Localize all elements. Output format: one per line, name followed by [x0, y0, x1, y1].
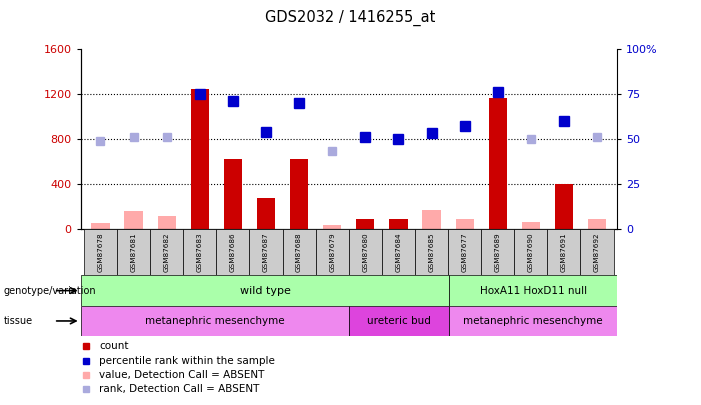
Text: GSM87682: GSM87682: [163, 232, 170, 272]
Text: GSM87685: GSM87685: [428, 232, 435, 272]
Bar: [323, 225, 341, 229]
Text: GSM87678: GSM87678: [97, 232, 104, 272]
Text: GSM87681: GSM87681: [130, 232, 137, 272]
Bar: [217, 229, 250, 275]
Text: GSM87691: GSM87691: [561, 232, 567, 272]
Text: GSM87687: GSM87687: [263, 232, 269, 272]
Text: rank, Detection Call = ABSENT: rank, Detection Call = ABSENT: [100, 384, 260, 394]
Text: tissue: tissue: [4, 316, 33, 326]
Bar: [588, 219, 606, 229]
Bar: [257, 198, 275, 229]
Text: GSM87690: GSM87690: [528, 232, 534, 272]
Text: metanephric mesenchyme: metanephric mesenchyme: [463, 316, 603, 326]
Text: value, Detection Call = ABSENT: value, Detection Call = ABSENT: [100, 370, 265, 380]
Bar: [224, 159, 242, 229]
Text: count: count: [100, 341, 129, 352]
Bar: [117, 229, 150, 275]
Bar: [349, 306, 449, 336]
Text: GSM87683: GSM87683: [197, 232, 203, 272]
Bar: [580, 229, 613, 275]
Text: GSM87692: GSM87692: [594, 232, 600, 272]
Bar: [448, 229, 481, 275]
Text: GDS2032 / 1416255_at: GDS2032 / 1416255_at: [265, 10, 436, 26]
Text: GSM87689: GSM87689: [495, 232, 501, 272]
Bar: [150, 229, 183, 275]
Bar: [349, 229, 382, 275]
Bar: [250, 229, 283, 275]
Text: GSM87677: GSM87677: [461, 232, 468, 272]
Text: metanephric mesenchyme: metanephric mesenchyme: [145, 316, 285, 326]
Bar: [547, 229, 580, 275]
Bar: [356, 219, 374, 229]
Bar: [554, 184, 573, 229]
Bar: [183, 229, 217, 275]
Bar: [515, 229, 547, 275]
Bar: [423, 210, 441, 229]
Text: genotype/variation: genotype/variation: [4, 286, 96, 296]
Text: HoxA11 HoxD11 null: HoxA11 HoxD11 null: [479, 286, 587, 296]
Bar: [125, 211, 143, 229]
Text: GSM87684: GSM87684: [395, 232, 402, 272]
Bar: [191, 89, 209, 229]
Bar: [283, 229, 315, 275]
Bar: [449, 306, 617, 336]
Text: GSM87680: GSM87680: [362, 232, 368, 272]
Text: ureteric bud: ureteric bud: [367, 316, 431, 326]
Bar: [91, 223, 109, 229]
Bar: [389, 219, 407, 229]
Bar: [315, 229, 349, 275]
Bar: [382, 229, 415, 275]
Text: GSM87679: GSM87679: [329, 232, 335, 272]
Bar: [522, 222, 540, 229]
Text: wild type: wild type: [240, 286, 290, 296]
Bar: [84, 229, 117, 275]
Text: percentile rank within the sample: percentile rank within the sample: [100, 356, 275, 366]
Bar: [290, 159, 308, 229]
Bar: [456, 219, 474, 229]
Bar: [415, 229, 448, 275]
Bar: [81, 275, 449, 306]
Text: GSM87688: GSM87688: [296, 232, 302, 272]
Bar: [81, 306, 349, 336]
Bar: [489, 98, 507, 229]
Bar: [481, 229, 515, 275]
Text: GSM87686: GSM87686: [230, 232, 236, 272]
Bar: [158, 216, 176, 229]
Bar: [449, 275, 617, 306]
